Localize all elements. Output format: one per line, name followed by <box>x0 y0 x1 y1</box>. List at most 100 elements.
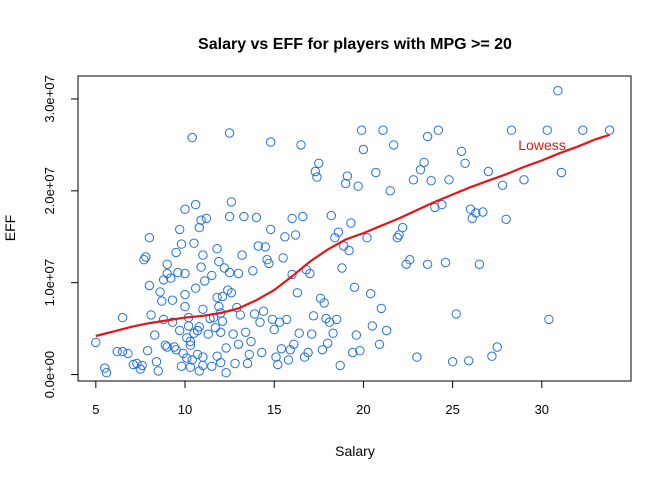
data-point <box>142 346 153 356</box>
data-point <box>604 125 615 135</box>
x-tick-label: 20 <box>356 402 370 417</box>
data-point <box>305 268 315 279</box>
data-point <box>447 357 458 367</box>
data-point <box>317 345 328 355</box>
data-point <box>217 291 228 302</box>
data-point <box>362 233 372 243</box>
data-point <box>326 210 336 221</box>
data-point <box>460 158 470 169</box>
data-point <box>101 368 112 378</box>
data-point <box>249 309 260 319</box>
data-point <box>246 336 256 347</box>
data-point <box>419 157 429 168</box>
data-point <box>337 263 347 273</box>
data-point <box>487 351 497 361</box>
data-point <box>128 359 139 370</box>
data-point <box>483 166 493 177</box>
data-point <box>167 317 178 327</box>
data-point <box>319 298 329 308</box>
data-point <box>198 304 208 314</box>
data-point <box>444 175 454 185</box>
data-point <box>287 269 297 280</box>
data-point <box>501 214 511 225</box>
data-point <box>207 361 217 371</box>
data-point <box>323 338 333 348</box>
data-point <box>217 316 228 326</box>
data-point <box>392 233 402 243</box>
data-point <box>201 213 212 224</box>
data-point <box>187 355 197 365</box>
y-tick-label: 2.0e+07 <box>42 167 57 214</box>
data-point <box>394 230 404 240</box>
y-tick-label: 3.0e+07 <box>42 75 57 122</box>
data-point <box>162 259 172 269</box>
data-point <box>212 351 222 361</box>
data-point <box>167 295 178 305</box>
data-point <box>385 186 395 196</box>
data-point <box>162 342 172 352</box>
data-point <box>212 292 222 303</box>
data-point <box>355 346 365 356</box>
data-point <box>183 321 194 331</box>
data-point <box>465 204 476 214</box>
data-point <box>253 241 263 251</box>
data-point <box>203 329 213 339</box>
data-point <box>351 330 361 340</box>
data-point <box>117 346 128 357</box>
data-point <box>198 360 208 371</box>
x-tick-label: 10 <box>178 402 192 417</box>
data-point <box>244 349 255 360</box>
data-point <box>117 312 128 323</box>
data-point <box>310 166 320 177</box>
x-axis-label: Salary <box>335 443 375 459</box>
data-point <box>207 270 217 281</box>
data-point <box>285 345 295 355</box>
data-point <box>273 359 283 370</box>
data-point <box>303 347 313 358</box>
data-point <box>176 239 187 249</box>
data-point <box>381 325 392 336</box>
data-point <box>378 125 388 135</box>
data-point <box>242 358 253 369</box>
data-point <box>180 204 190 214</box>
data-point <box>497 180 508 191</box>
data-point <box>422 259 433 269</box>
data-point <box>335 360 345 371</box>
data-point <box>239 211 249 222</box>
data-point <box>214 301 224 312</box>
data-point <box>144 233 155 243</box>
data-point <box>346 218 356 228</box>
data-point <box>296 140 306 150</box>
plot-box <box>77 75 632 382</box>
data-point <box>212 244 222 254</box>
y-axis-label: EFF <box>2 215 18 241</box>
y-tick-label: 1.0e+07 <box>42 259 57 306</box>
data-point <box>226 288 237 298</box>
data-point <box>312 172 322 182</box>
data-point <box>160 340 171 350</box>
data-point <box>415 165 426 175</box>
lowess-label: Lowess <box>518 137 565 153</box>
data-point <box>187 132 197 143</box>
data-point <box>290 230 301 240</box>
data-point <box>196 262 206 272</box>
data-point <box>214 256 224 267</box>
data-point <box>308 311 319 321</box>
data-point <box>237 250 247 260</box>
data-point <box>123 348 133 359</box>
data-point <box>157 296 167 306</box>
data-point <box>298 211 308 222</box>
data-point <box>251 212 262 223</box>
data-point <box>578 125 588 135</box>
data-point <box>389 140 399 150</box>
data-point <box>219 263 230 273</box>
data-point <box>365 289 376 299</box>
data-point <box>196 215 206 225</box>
data-point <box>542 125 552 135</box>
data-point <box>333 227 344 237</box>
data-point <box>241 327 251 337</box>
data-point <box>314 158 324 169</box>
data-point <box>266 137 276 147</box>
data-point <box>166 273 176 283</box>
data-points <box>91 86 615 378</box>
